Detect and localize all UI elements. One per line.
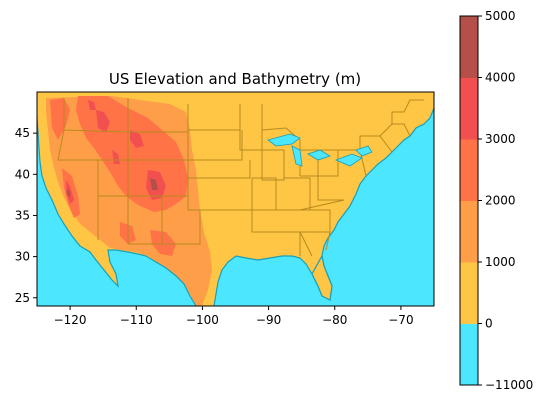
- great-lakes: [267, 133, 373, 167]
- elevation-3000-4000: [66, 100, 166, 204]
- colorbar: −11000 0 1000 2000 3000 4000 5000: [459, 9, 533, 392]
- y-tick-label: 30: [15, 250, 30, 264]
- colorbar-band: [460, 262, 478, 324]
- chart-title: US Elevation and Bathymetry (m): [109, 70, 361, 88]
- map-plot-area: [37, 92, 434, 306]
- colorbar-tick-label: 4000: [485, 71, 516, 85]
- colorbar-tick-label: 3000: [485, 132, 516, 146]
- colorbar-tick-label: 0: [485, 317, 493, 331]
- y-tick-label: 45: [15, 126, 30, 140]
- colorbar-band: [460, 139, 478, 201]
- colorbar-band: [460, 323, 478, 386]
- colorbar-tick-label: 5000: [485, 9, 516, 23]
- y-axis-ticks: 25 30 35 40 45: [15, 126, 37, 305]
- florida-coast: [311, 254, 333, 301]
- y-tick-label: 35: [15, 208, 30, 222]
- x-tick-label: −70: [388, 313, 413, 327]
- x-axis-ticks: −120 −110 −100 −90 −80 −70: [54, 306, 414, 327]
- colorbar-tick-label: −11000: [485, 378, 533, 392]
- x-tick-label: −120: [54, 313, 87, 327]
- y-tick-label: 40: [15, 167, 30, 181]
- colorbar-tick-label: 2000: [485, 194, 516, 208]
- x-tick-label: −80: [322, 313, 347, 327]
- colorbar-band: [460, 16, 478, 78]
- colorbar-band: [460, 200, 478, 263]
- x-tick-label: −90: [256, 313, 281, 327]
- state-borders: [57, 98, 424, 257]
- axes-frame: [36, 91, 435, 307]
- x-tick-label: −110: [120, 313, 153, 327]
- elevation-2000-3000: [50, 96, 188, 256]
- colorbar-band: [460, 77, 478, 140]
- x-tick-label: −100: [186, 313, 219, 327]
- y-tick-label: 25: [15, 291, 30, 305]
- colorbar-tick-label: 1000: [485, 255, 516, 269]
